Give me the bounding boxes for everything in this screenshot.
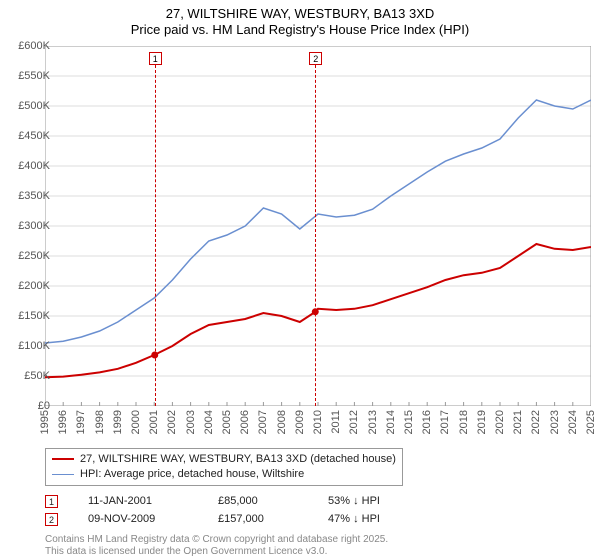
- x-tick-label: 2007: [257, 410, 269, 434]
- transaction-pct: 47% ↓ HPI: [328, 513, 438, 525]
- transaction-marker: 2: [45, 513, 58, 526]
- y-tick-label: £100K: [18, 340, 50, 352]
- transactions-table: 1 11-JAN-2001 £85,000 53% ↓ HPI 2 09-NOV…: [45, 492, 438, 528]
- transaction-date: 11-JAN-2001: [88, 495, 218, 507]
- x-tick-label: 1999: [112, 410, 124, 434]
- marker-line: [155, 60, 156, 406]
- marker-line: [315, 60, 316, 406]
- x-tick-label: 2013: [367, 410, 379, 434]
- transaction-pct: 53% ↓ HPI: [328, 495, 438, 507]
- y-tick-label: £300K: [18, 220, 50, 232]
- title-line-2: Price paid vs. HM Land Registry's House …: [0, 22, 600, 38]
- y-tick-label: £200K: [18, 280, 50, 292]
- title-line-1: 27, WILTSHIRE WAY, WESTBURY, BA13 3XD: [0, 6, 600, 22]
- x-tick-label: 2010: [312, 410, 324, 434]
- transaction-marker: 1: [45, 495, 58, 508]
- x-tick-label: 1998: [94, 410, 106, 434]
- x-tick-label: 2017: [439, 410, 451, 434]
- x-tick-label: 2002: [166, 410, 178, 434]
- y-tick-label: £50K: [24, 370, 50, 382]
- x-tick-label: 2012: [348, 410, 360, 434]
- x-tick-label: 2006: [239, 410, 251, 434]
- legend-row: HPI: Average price, detached house, Wilt…: [52, 467, 396, 482]
- x-tick-label: 2011: [330, 410, 342, 434]
- x-tick-label: 2005: [221, 410, 233, 434]
- marker-box: 2: [309, 52, 322, 65]
- y-tick-label: £450K: [18, 130, 50, 142]
- y-tick-label: £350K: [18, 190, 50, 202]
- x-tick-label: 1996: [57, 410, 69, 434]
- chart-svg: [45, 46, 591, 406]
- y-tick-label: £600K: [18, 40, 50, 52]
- transaction-date: 09-NOV-2009: [88, 513, 218, 525]
- x-tick-label: 2009: [294, 410, 306, 434]
- transaction-row: 2 09-NOV-2009 £157,000 47% ↓ HPI: [45, 510, 438, 528]
- marker-box: 1: [149, 52, 162, 65]
- x-tick-label: 2021: [512, 410, 524, 434]
- legend-swatch: [52, 458, 74, 460]
- attribution-line-2: This data is licensed under the Open Gov…: [45, 546, 388, 558]
- x-tick-label: 2015: [403, 410, 415, 434]
- x-tick-label: 2024: [567, 410, 579, 434]
- x-tick-label: 2023: [549, 410, 561, 434]
- y-tick-label: £250K: [18, 250, 50, 262]
- y-tick-label: £500K: [18, 100, 50, 112]
- y-tick-label: £550K: [18, 70, 50, 82]
- x-tick-label: 2018: [458, 410, 470, 434]
- y-tick-label: £150K: [18, 310, 50, 322]
- attribution-line-1: Contains HM Land Registry data © Crown c…: [45, 534, 388, 546]
- x-tick-label: 2000: [130, 410, 142, 434]
- attribution: Contains HM Land Registry data © Crown c…: [45, 534, 388, 557]
- y-tick-label: £400K: [18, 160, 50, 172]
- x-tick-label: 2020: [494, 410, 506, 434]
- x-tick-label: 1995: [39, 410, 51, 434]
- x-tick-label: 2004: [203, 410, 215, 434]
- chart-area: [45, 46, 591, 406]
- x-tick-label: 2019: [476, 410, 488, 434]
- legend-swatch: [52, 474, 74, 475]
- x-tick-label: 2025: [585, 410, 597, 434]
- legend-row: 27, WILTSHIRE WAY, WESTBURY, BA13 3XD (d…: [52, 452, 396, 467]
- title-block: 27, WILTSHIRE WAY, WESTBURY, BA13 3XD Pr…: [0, 0, 600, 39]
- x-tick-label: 2003: [185, 410, 197, 434]
- x-tick-label: 1997: [75, 410, 87, 434]
- transaction-price: £157,000: [218, 513, 328, 525]
- transaction-row: 1 11-JAN-2001 £85,000 53% ↓ HPI: [45, 492, 438, 510]
- x-tick-label: 2001: [148, 410, 160, 434]
- x-tick-label: 2016: [421, 410, 433, 434]
- chart-container: 27, WILTSHIRE WAY, WESTBURY, BA13 3XD Pr…: [0, 0, 600, 560]
- transaction-price: £85,000: [218, 495, 328, 507]
- x-tick-label: 2022: [530, 410, 542, 434]
- legend-label: 27, WILTSHIRE WAY, WESTBURY, BA13 3XD (d…: [80, 452, 396, 467]
- x-tick-label: 2008: [276, 410, 288, 434]
- x-tick-label: 2014: [385, 410, 397, 434]
- legend-box: 27, WILTSHIRE WAY, WESTBURY, BA13 3XD (d…: [45, 448, 403, 486]
- legend-label: HPI: Average price, detached house, Wilt…: [80, 467, 304, 482]
